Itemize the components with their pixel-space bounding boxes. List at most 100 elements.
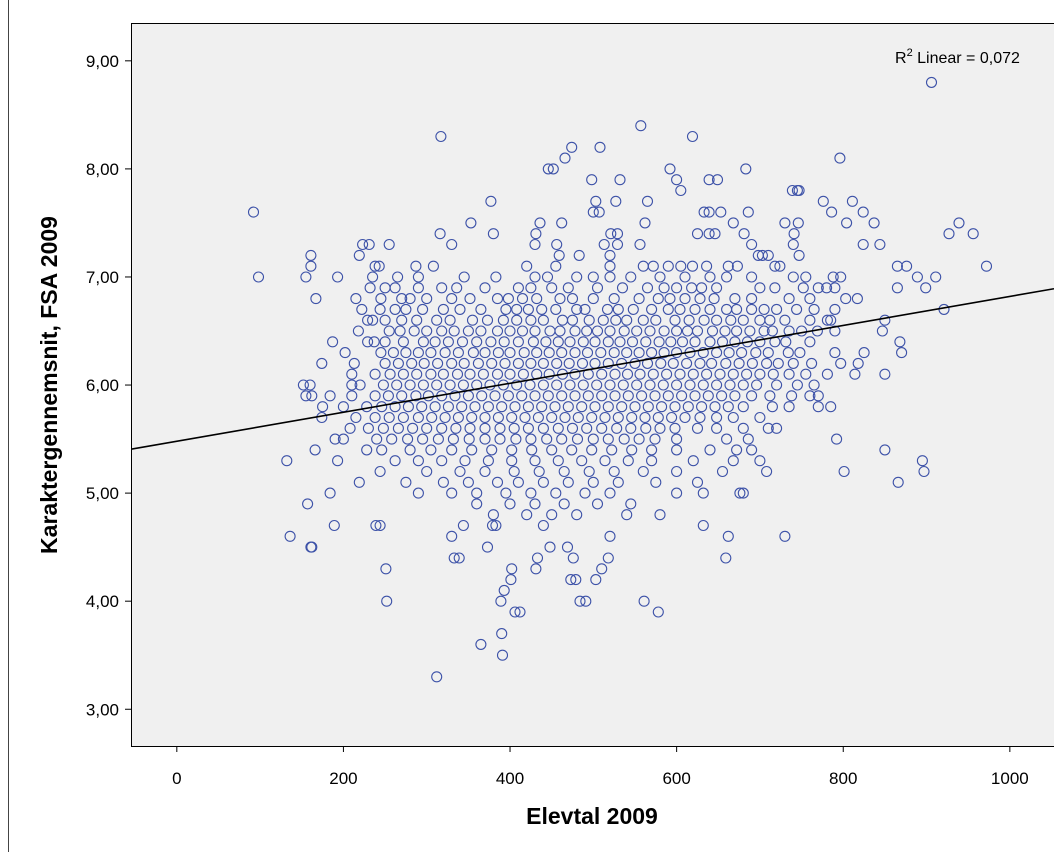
data-point (552, 422, 564, 434)
data-point (353, 476, 365, 488)
data-point (572, 411, 584, 424)
data-point (454, 465, 466, 478)
data-point (570, 574, 582, 586)
data-point (448, 325, 460, 337)
data-point (439, 347, 451, 359)
data-point (506, 444, 518, 456)
data-point (466, 314, 479, 326)
data-point (767, 368, 779, 380)
data-point (516, 293, 529, 305)
data-point (742, 206, 754, 218)
data-point (733, 357, 745, 369)
data-point (383, 411, 395, 424)
data-point (543, 347, 555, 359)
data-point (544, 541, 556, 553)
data-point (379, 336, 391, 348)
data-point (714, 368, 726, 380)
data-point (511, 303, 523, 315)
data-point (608, 347, 620, 359)
data-point (505, 574, 517, 586)
data-point (587, 433, 599, 445)
data-point (376, 444, 388, 456)
data-point (838, 465, 850, 478)
data-point (456, 401, 468, 413)
data-point (512, 282, 524, 294)
data-point (247, 206, 260, 218)
y-tick-label: 8,00 (86, 160, 119, 179)
data-point (370, 519, 382, 532)
data-point (374, 465, 386, 478)
data-point (746, 390, 758, 402)
data-point (525, 433, 537, 445)
data-point (454, 303, 466, 315)
data-point (492, 347, 504, 359)
data-point (598, 238, 610, 251)
data-point (711, 282, 723, 294)
data-point (719, 325, 731, 337)
data-point (774, 260, 786, 272)
data-point (689, 303, 701, 315)
data-point (549, 401, 561, 413)
data-point (769, 260, 781, 272)
data-point (829, 347, 841, 359)
y-tick-label: 4,00 (86, 592, 119, 611)
data-point (492, 411, 504, 424)
data-point (406, 357, 418, 369)
data-point (703, 174, 715, 186)
data-point (362, 314, 374, 326)
data-point (687, 368, 699, 380)
data-point (458, 357, 470, 369)
data-point (451, 368, 464, 380)
data-point (374, 303, 386, 315)
data-point (537, 357, 549, 369)
data-point (711, 174, 724, 186)
data-point (456, 336, 469, 348)
data-point (442, 336, 454, 348)
data-point (602, 401, 614, 413)
data-point (746, 293, 758, 305)
data-point (653, 336, 665, 348)
data-point (631, 325, 643, 337)
data-point (587, 293, 599, 305)
data-point (530, 228, 542, 240)
data-point (350, 411, 362, 424)
data-point (511, 314, 523, 326)
data-point (779, 217, 791, 229)
data-point (317, 401, 329, 413)
data-point (357, 238, 369, 251)
data-point (612, 411, 624, 424)
data-point (471, 336, 483, 348)
data-point (391, 379, 403, 391)
r-squared-label-prefix: R (895, 50, 907, 67)
data-point (482, 455, 494, 467)
data-point (437, 303, 449, 315)
data-point (793, 184, 805, 197)
data-point (486, 357, 498, 369)
data-point (574, 595, 586, 607)
y-tick-label: 6,00 (86, 376, 119, 395)
data-point (804, 293, 816, 305)
data-point (599, 455, 611, 467)
data-point (506, 563, 518, 575)
data-point (509, 401, 521, 413)
data-point (642, 401, 654, 413)
data-point (569, 325, 581, 337)
data-point (566, 444, 578, 456)
data-point (432, 433, 444, 445)
data-point (309, 444, 321, 456)
data-point (521, 260, 533, 272)
data-point (383, 325, 395, 337)
data-point (841, 217, 853, 229)
data-point (476, 390, 488, 402)
data-point (812, 390, 824, 402)
data-point (479, 411, 491, 424)
data-point (894, 336, 906, 348)
data-point (679, 411, 691, 424)
data-point (716, 390, 728, 402)
data-point (302, 498, 314, 510)
data-point (447, 433, 459, 445)
data-point (604, 379, 616, 391)
data-point (703, 206, 715, 218)
data-point (698, 314, 710, 326)
data-point (417, 303, 429, 315)
